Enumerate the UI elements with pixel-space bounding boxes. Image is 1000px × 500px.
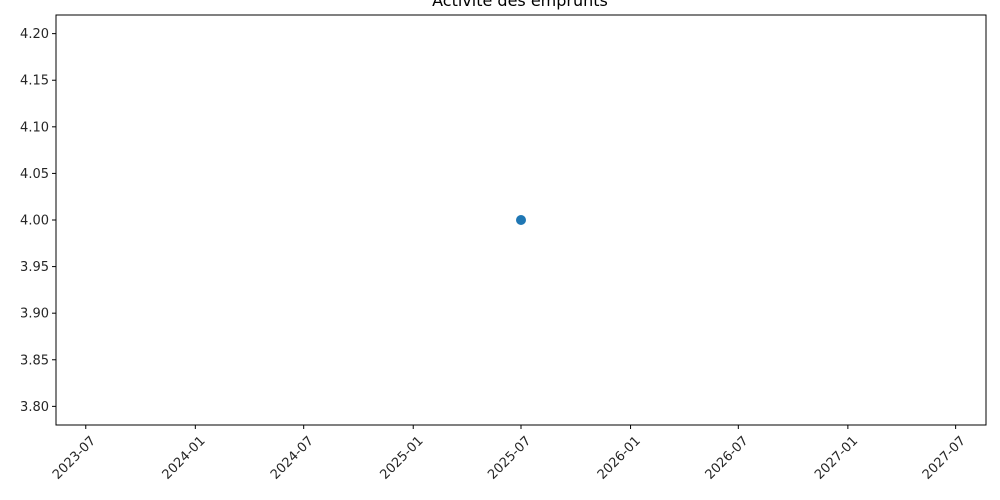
y-tick-label: 3.85 [20, 353, 49, 368]
y-tick-label: 4.10 [20, 120, 49, 135]
y-tick-label: 3.90 [20, 307, 49, 322]
data-points [516, 215, 526, 225]
y-tick-label: 3.80 [20, 400, 49, 415]
y-tick-label: 4.00 [20, 214, 49, 229]
data-point [516, 215, 526, 225]
y-tick-label: 4.05 [20, 167, 49, 182]
y-tick-label: 4.15 [20, 74, 49, 89]
y-tick-label: 4.20 [20, 27, 49, 42]
y-axis: 3.80 3.85 3.90 3.95 4.00 4.05 4.10 4.15 4.20 [20, 27, 56, 415]
y-tick-label: 3.95 [20, 260, 49, 275]
chart-title: Activité des emprunts [432, 0, 608, 10]
